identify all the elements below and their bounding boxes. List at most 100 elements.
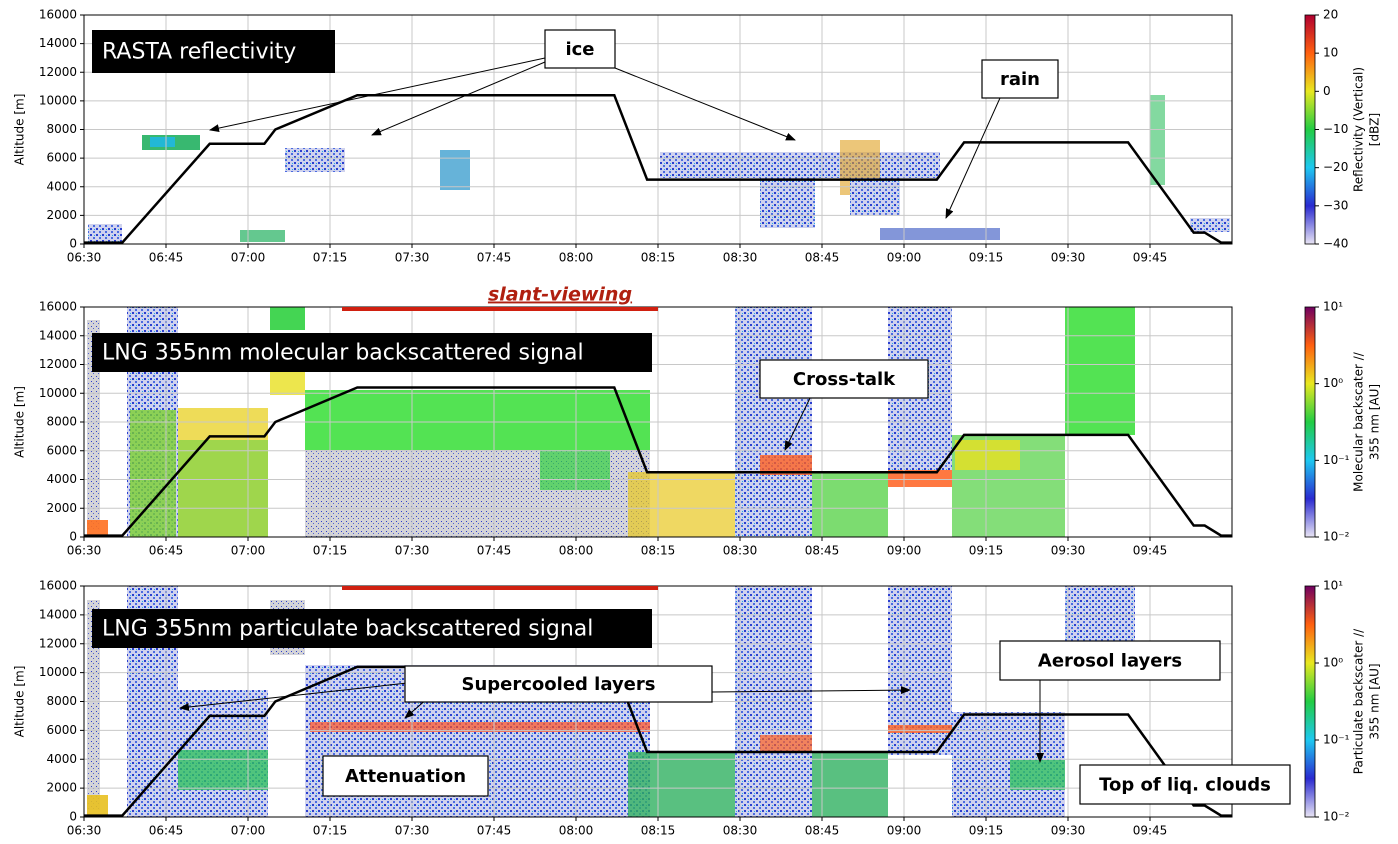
panel-title: RASTA reflectivity <box>102 40 296 65</box>
backscatter-region <box>88 224 122 242</box>
backscatter-region <box>880 228 1000 240</box>
backscatter-region <box>760 735 812 752</box>
title-box <box>92 609 652 648</box>
x-tick-label: 09:30 <box>1051 251 1086 265</box>
annotation-arrow <box>784 397 811 451</box>
x-tick-label: 09:45 <box>1133 824 1168 838</box>
backscatter-region <box>1065 586 1135 645</box>
backscatter-region <box>540 450 610 490</box>
x-tick-label: 07:30 <box>395 824 430 838</box>
colorbar-tick-label: 10⁻² <box>1323 530 1350 544</box>
y-tick-label: 16000 <box>39 8 77 22</box>
colorbar-tick-label: 10¹ <box>1323 579 1343 593</box>
x-tick-label: 09:15 <box>969 544 1004 558</box>
backscatter-region <box>87 795 108 817</box>
y-tick-label: 2000 <box>46 208 77 222</box>
annotation-box <box>544 29 616 69</box>
x-tick-label: 08:45 <box>805 824 840 838</box>
backscatter-region <box>850 178 900 215</box>
annotation-arrow <box>614 67 796 141</box>
backscatter-region <box>440 150 470 190</box>
backscatter-region <box>240 230 285 242</box>
y-tick-label: 10000 <box>39 386 77 400</box>
x-tick-label: 09:45 <box>1133 251 1168 265</box>
colorbar <box>1304 14 1316 245</box>
y-tick-label: 0 <box>69 530 77 544</box>
colorbar-label: Reflectivity (Vertical) <box>1352 67 1366 192</box>
x-tick-label: 08:00 <box>559 251 594 265</box>
y-tick-label: 0 <box>69 810 77 824</box>
annotation-box <box>1079 764 1291 805</box>
backscatter-region <box>285 148 345 172</box>
x-tick-label: 08:15 <box>641 251 676 265</box>
backscatter-region <box>87 520 108 537</box>
y-tick-label: 6000 <box>46 151 77 165</box>
colorbar-tick-label: 10⁻¹ <box>1323 453 1350 467</box>
y-tick-label: 16000 <box>39 579 77 593</box>
annotation: ice <box>565 39 594 60</box>
x-tick-label: 07:00 <box>231 251 266 265</box>
colorbar-tick-label: 10⁻¹ <box>1323 733 1350 747</box>
backscatter-region <box>760 455 812 475</box>
annotation: Attenuation <box>345 766 466 787</box>
backscatter-region <box>130 410 176 537</box>
annotation-box <box>322 755 489 797</box>
panel: 06:30 06:45 07:00 07:15 07:30 07:45 08:00 08:15… <box>13 579 1382 838</box>
colorbar-label: [dBZ] <box>1368 113 1382 146</box>
x-tick-label: 08:45 <box>805 251 840 265</box>
backscatter-region <box>1010 760 1065 790</box>
y-tick-label: 4000 <box>46 752 77 766</box>
y-tick-label: 12000 <box>39 357 77 371</box>
annotation-arrow <box>711 686 911 695</box>
y-tick-label: 16000 <box>39 300 77 314</box>
panel: 06:30 06:45 07:00 07:15 07:30 07:45 08:00 08:15… <box>13 8 1382 265</box>
x-tick-label: 09:30 <box>1051 544 1086 558</box>
x-tick-label: 07:45 <box>477 251 512 265</box>
x-tick-label: 06:45 <box>149 544 184 558</box>
x-tick-label: 07:15 <box>313 251 348 265</box>
x-tick-label: 07:45 <box>477 544 512 558</box>
x-tick-label: 08:30 <box>723 251 758 265</box>
annotation-arrow <box>179 679 436 711</box>
x-tick-label: 06:30 <box>67 251 102 265</box>
annotation-arrow <box>371 61 546 136</box>
y-tick-label: 12000 <box>39 65 77 79</box>
y-tick-label: 2000 <box>46 501 77 515</box>
title-box <box>92 333 652 372</box>
x-tick-label: 09:00 <box>887 824 922 838</box>
colorbar-tick-label: 10⁻² <box>1323 810 1350 824</box>
y-tick-label: 10000 <box>39 665 77 679</box>
x-tick-label: 08:15 <box>641 544 676 558</box>
colorbar <box>1304 585 1316 818</box>
colorbar-tick-label: 10⁰ <box>1323 376 1343 390</box>
backscatter-region <box>1190 218 1230 232</box>
y-tick-label: 12000 <box>39 636 77 650</box>
backscatter-region <box>178 440 268 537</box>
annotation: Aerosol layers <box>1038 651 1182 672</box>
backscatter-region <box>1065 307 1135 435</box>
annotation-box <box>999 640 1221 681</box>
backscatter-region <box>310 722 650 732</box>
y-tick-label: 6000 <box>46 723 77 737</box>
colorbar <box>1304 306 1316 538</box>
annotation-box <box>981 59 1059 99</box>
colorbar-tick-label: 10 <box>1323 46 1338 60</box>
y-tick-label: 8000 <box>46 122 77 136</box>
colorbar-tick-label: −20 <box>1323 160 1348 174</box>
annotation-arrow <box>945 97 1001 219</box>
colorbar-label: 355 nm [AU] <box>1368 384 1382 460</box>
x-tick-label: 09:30 <box>1051 824 1086 838</box>
y-tick-label: 8000 <box>46 694 77 708</box>
y-tick-label: 10000 <box>39 93 77 107</box>
x-tick-label: 08:30 <box>723 824 758 838</box>
x-tick-label: 07:00 <box>231 544 266 558</box>
flight-track <box>84 386 1232 537</box>
y-axis-label: Altitude [m] <box>13 386 27 458</box>
panel: 06:30 06:45 07:00 07:15 07:30 07:45 08:00 08:15… <box>13 284 1382 558</box>
colorbar-label: Particulate backscater // <box>1352 628 1366 774</box>
y-tick-label: 14000 <box>39 36 77 50</box>
x-tick-label: 08:00 <box>559 544 594 558</box>
backscatter-region <box>888 725 952 733</box>
colorbar-tick-label: −40 <box>1323 237 1348 251</box>
x-tick-label: 09:15 <box>969 824 1004 838</box>
